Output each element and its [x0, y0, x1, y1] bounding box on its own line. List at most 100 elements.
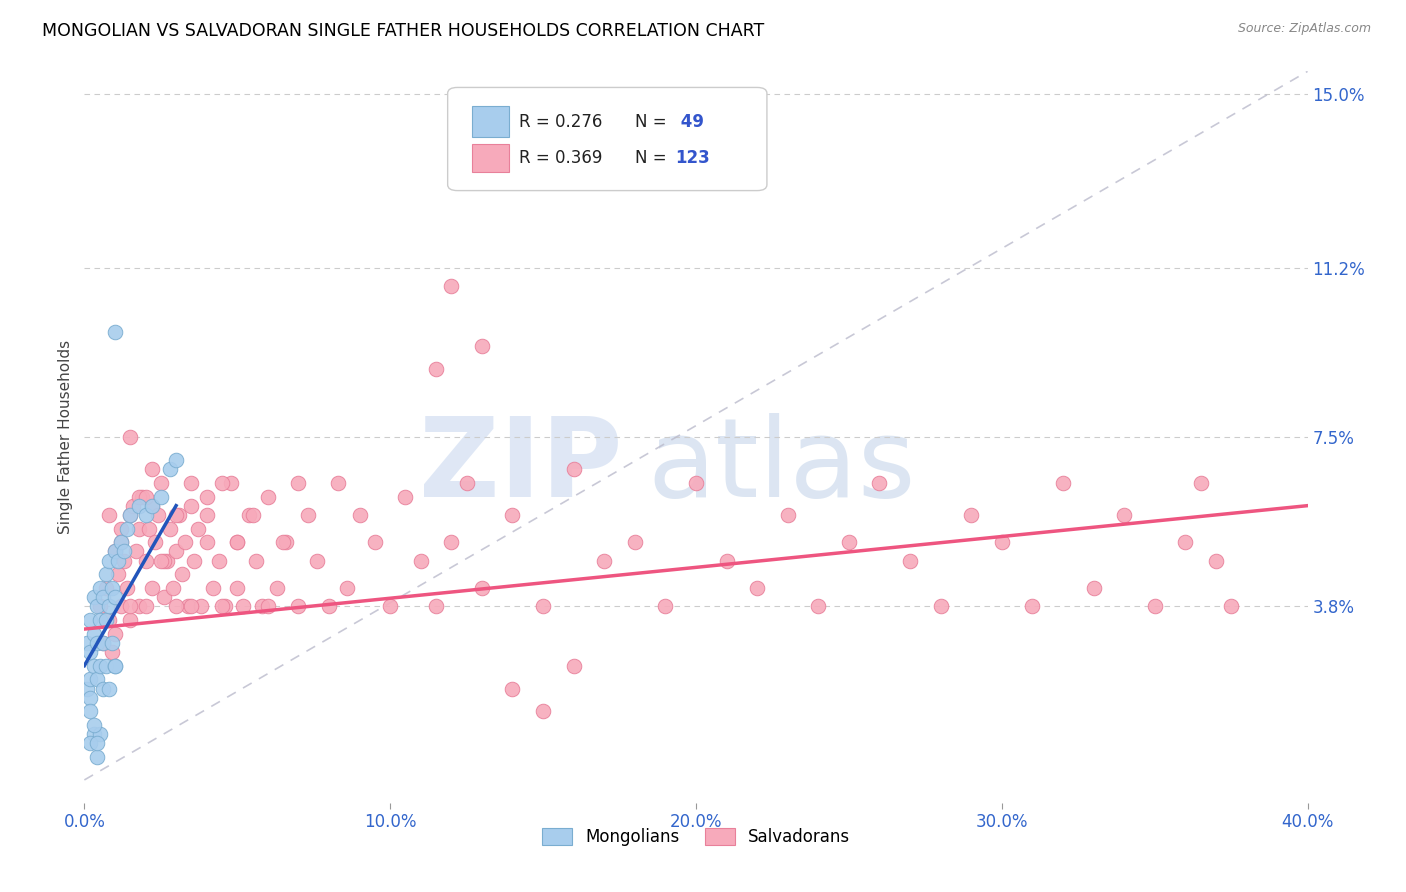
Point: [776, 508, 799, 522]
Point: [115, 521, 138, 535]
Point: [128, 499, 150, 513]
Point: [167, 508, 190, 522]
Point: [104, 658, 127, 673]
Legend: Mongolians, Salvadorans: Mongolians, Salvadorans: [536, 822, 856, 853]
Point: [149, 475, 172, 490]
Point: [83, 718, 105, 732]
Point: [195, 508, 218, 522]
Point: [97, 553, 120, 567]
Point: [94, 567, 117, 582]
Point: [624, 535, 647, 549]
Bar: [472, 106, 509, 137]
Point: [502, 508, 524, 522]
Point: [141, 581, 163, 595]
Point: [747, 581, 769, 595]
Point: [991, 535, 1014, 549]
Text: 49: 49: [675, 112, 704, 131]
Point: [110, 535, 132, 549]
Point: [471, 338, 494, 352]
Text: 123: 123: [675, 149, 710, 167]
Point: [83, 590, 105, 604]
Point: [153, 553, 176, 567]
Point: [120, 613, 142, 627]
Point: [456, 475, 478, 490]
Point: [471, 581, 494, 595]
Point: [138, 521, 160, 535]
Point: [287, 475, 309, 490]
Point: [79, 736, 101, 750]
Point: [807, 599, 830, 614]
Point: [159, 521, 181, 535]
Point: [104, 590, 127, 604]
Point: [318, 599, 340, 614]
Point: [226, 535, 249, 549]
Point: [110, 521, 132, 535]
Point: [654, 599, 676, 614]
Point: [165, 599, 187, 614]
Point: [79, 690, 101, 705]
Point: [86, 736, 108, 750]
Point: [960, 508, 983, 522]
Point: [1052, 475, 1074, 490]
Point: [305, 553, 328, 567]
Point: [91, 636, 114, 650]
Point: [838, 535, 860, 549]
Point: [135, 490, 157, 504]
Point: [1143, 599, 1166, 614]
Point: [1205, 553, 1227, 567]
Y-axis label: Single Father Households: Single Father Households: [58, 340, 73, 534]
Point: [83, 658, 105, 673]
Point: [349, 508, 371, 522]
Point: [1083, 581, 1105, 595]
Point: [440, 535, 463, 549]
Point: [135, 553, 157, 567]
Point: [79, 645, 101, 659]
Point: [89, 658, 111, 673]
Point: [394, 490, 416, 504]
Point: [141, 499, 163, 513]
Point: [257, 490, 280, 504]
Point: [226, 535, 249, 549]
Point: [125, 544, 148, 558]
Point: [336, 581, 359, 595]
Point: [101, 645, 124, 659]
Point: [86, 673, 108, 687]
Point: [107, 553, 129, 567]
Point: [110, 599, 132, 614]
Point: [89, 581, 111, 595]
Point: [159, 462, 181, 476]
FancyBboxPatch shape: [447, 87, 766, 191]
Point: [219, 475, 242, 490]
Point: [425, 361, 447, 376]
Point: [409, 553, 432, 567]
Point: [172, 567, 194, 582]
Point: [183, 553, 205, 567]
Point: [76, 681, 98, 696]
Point: [297, 508, 319, 522]
Point: [83, 626, 105, 640]
Point: [174, 535, 197, 549]
Point: [276, 535, 298, 549]
Point: [162, 581, 184, 595]
Point: [110, 535, 132, 549]
Point: [190, 599, 212, 614]
Point: [562, 462, 585, 476]
Point: [79, 705, 101, 719]
Point: [149, 553, 172, 567]
Point: [716, 553, 738, 567]
Text: MONGOLIAN VS SALVADORAN SINGLE FATHER HOUSEHOLDS CORRELATION CHART: MONGOLIAN VS SALVADORAN SINGLE FATHER HO…: [42, 22, 765, 40]
Point: [101, 636, 124, 650]
Point: [141, 499, 163, 513]
Point: [165, 453, 187, 467]
Point: [141, 462, 163, 476]
Point: [1174, 535, 1197, 549]
Point: [131, 490, 153, 504]
Point: [79, 613, 101, 627]
Point: [186, 521, 208, 535]
Point: [115, 581, 138, 595]
Point: [91, 681, 114, 696]
Point: [104, 626, 127, 640]
Point: [201, 581, 224, 595]
Point: [149, 490, 172, 504]
Point: [128, 490, 150, 504]
